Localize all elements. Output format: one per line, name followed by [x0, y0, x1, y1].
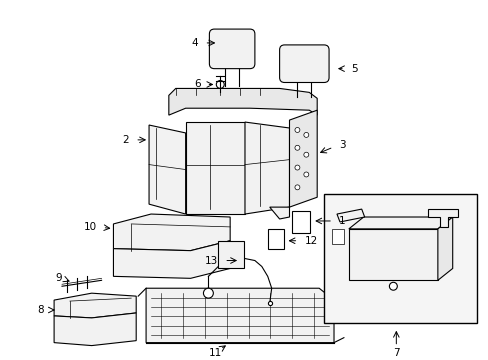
Polygon shape [185, 122, 244, 214]
Polygon shape [113, 241, 230, 278]
Polygon shape [113, 214, 230, 251]
Bar [348, 229, 437, 280]
Text: 6: 6 [193, 80, 200, 90]
Polygon shape [149, 125, 185, 214]
Polygon shape [336, 209, 364, 222]
Polygon shape [427, 209, 457, 227]
Circle shape [303, 172, 308, 177]
Circle shape [294, 185, 299, 190]
Bar [218, 241, 244, 269]
Polygon shape [168, 89, 317, 115]
Polygon shape [348, 217, 452, 229]
Polygon shape [289, 110, 317, 207]
Circle shape [203, 288, 213, 298]
Text: 13: 13 [204, 256, 218, 266]
FancyBboxPatch shape [209, 29, 254, 69]
Text: 5: 5 [350, 64, 357, 74]
Circle shape [303, 132, 308, 138]
Circle shape [303, 152, 308, 157]
Circle shape [294, 127, 299, 132]
FancyBboxPatch shape [279, 45, 328, 82]
Text: 9: 9 [55, 273, 62, 283]
Text: 7: 7 [392, 347, 399, 357]
Polygon shape [244, 122, 289, 214]
Polygon shape [54, 313, 136, 346]
Text: 12: 12 [304, 236, 317, 246]
Bar [292, 211, 310, 233]
Polygon shape [269, 207, 289, 219]
Text: 1: 1 [338, 216, 345, 226]
Text: 8: 8 [38, 305, 44, 315]
Text: 11: 11 [208, 347, 222, 357]
Text: 4: 4 [191, 38, 198, 48]
Polygon shape [54, 293, 136, 318]
Circle shape [294, 145, 299, 150]
Polygon shape [437, 217, 452, 280]
Circle shape [294, 165, 299, 170]
Polygon shape [146, 288, 333, 343]
Bar [267, 229, 283, 249]
Bar [331, 229, 343, 244]
Text: 3: 3 [338, 140, 345, 150]
Bar [324, 194, 476, 323]
Text: 2: 2 [122, 135, 129, 145]
Text: 10: 10 [83, 222, 97, 232]
Circle shape [388, 282, 397, 290]
